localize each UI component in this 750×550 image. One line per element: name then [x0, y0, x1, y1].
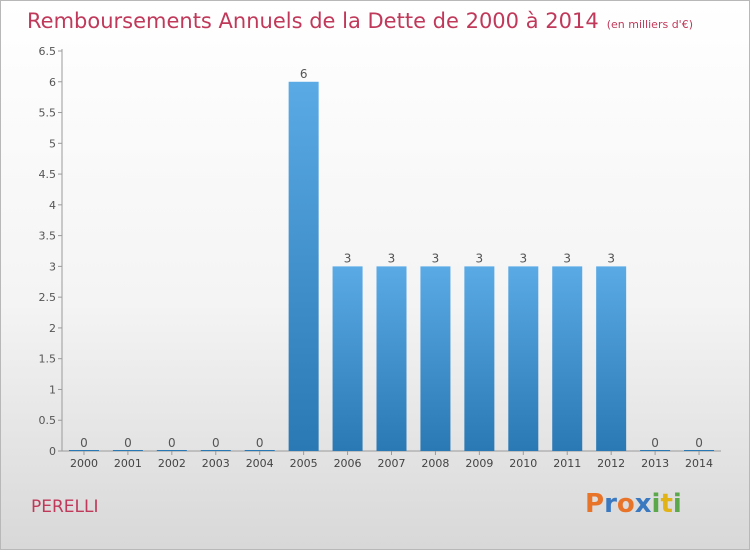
- y-tick-label: 0.5: [39, 414, 57, 427]
- bar: [596, 266, 627, 451]
- bar-value-label: 3: [607, 251, 615, 265]
- bar: [200, 450, 231, 451]
- y-tick-label: 4: [49, 199, 56, 212]
- bar: [640, 450, 671, 451]
- bar-value-label: 3: [388, 251, 396, 265]
- city-name: PERELLI: [31, 497, 99, 517]
- chart-title-text: Remboursements Annuels de la Dette de 20…: [27, 9, 599, 33]
- bar: [112, 450, 143, 451]
- y-tick-label: 6: [49, 76, 56, 89]
- x-tick-label: 2013: [641, 457, 669, 470]
- bar: [244, 450, 275, 451]
- bar: [464, 266, 495, 451]
- bar-value-label: 3: [519, 251, 527, 265]
- bar: [332, 266, 363, 451]
- x-tick-label: 2011: [553, 457, 581, 470]
- x-tick-label: 2014: [685, 457, 713, 470]
- y-tick-label: 5: [49, 137, 56, 150]
- bar-value-label: 0: [168, 436, 176, 450]
- x-tick-label: 2007: [378, 457, 406, 470]
- x-tick-label: 2005: [290, 457, 318, 470]
- bar-value-label: 6: [300, 67, 308, 81]
- y-tick-label: 1.5: [39, 353, 57, 366]
- bar-value-label: 0: [256, 436, 264, 450]
- bar-value-label: 0: [124, 436, 132, 450]
- unit-note: (en milliers d'€): [606, 18, 693, 31]
- x-tick-label: 2008: [421, 457, 449, 470]
- chart-title: Remboursements Annuels de la Dette de 20…: [27, 9, 693, 33]
- x-tick-label: 2009: [465, 457, 493, 470]
- bar-value-label: 0: [695, 436, 703, 450]
- y-tick-label: 1: [49, 383, 56, 396]
- bar: [508, 266, 539, 451]
- y-tick-label: 2.5: [39, 291, 57, 304]
- x-tick-label: 2004: [246, 457, 274, 470]
- y-tick-label: 3.5: [39, 230, 57, 243]
- y-tick-label: 5.5: [39, 107, 57, 120]
- x-tick-label: 2003: [202, 457, 230, 470]
- bar: [376, 266, 407, 451]
- y-tick-label: 3: [49, 260, 56, 273]
- bar-value-label: 0: [651, 436, 659, 450]
- y-tick-label: 2: [49, 322, 56, 335]
- bar: [420, 266, 451, 451]
- bar: [684, 450, 715, 451]
- bar-value-label: 3: [432, 251, 440, 265]
- y-tick-label: 0: [49, 445, 56, 458]
- bar: [552, 266, 583, 451]
- x-tick-label: 2010: [509, 457, 537, 470]
- x-tick-label: 2002: [158, 457, 186, 470]
- bar: [288, 81, 319, 452]
- bar: [156, 450, 187, 451]
- bar-value-label: 3: [476, 251, 484, 265]
- bar-value-label: 0: [212, 436, 220, 450]
- bar-value-label: 3: [344, 251, 352, 265]
- x-tick-label: 2006: [334, 457, 362, 470]
- bar-value-label: 3: [563, 251, 571, 265]
- x-tick-label: 2000: [70, 457, 98, 470]
- x-tick-label: 2012: [597, 457, 625, 470]
- x-tick-label: 2001: [114, 457, 142, 470]
- bar-value-label: 0: [80, 436, 88, 450]
- bar: [68, 450, 99, 451]
- y-tick-label: 6.5: [39, 45, 57, 58]
- proxiti-logo: Proxiti: [585, 489, 682, 519]
- y-tick-label: 4.5: [39, 168, 57, 181]
